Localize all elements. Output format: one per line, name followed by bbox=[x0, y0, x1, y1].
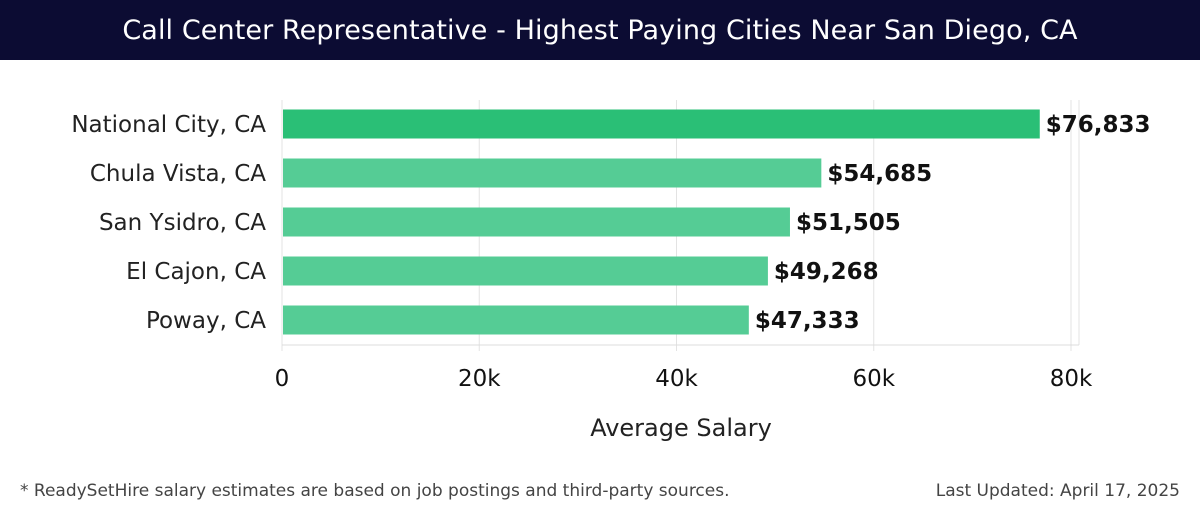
x-tick-label-3: 60k bbox=[852, 366, 895, 392]
chart-title: Call Center Representative - Highest Pay… bbox=[122, 14, 1078, 46]
bars bbox=[283, 109, 1040, 335]
category-label-1: Chula Vista, CA bbox=[90, 161, 266, 187]
salary-bar-chart: National City, CA Chula Vista, CA San Ysid… bbox=[71, 100, 1151, 442]
chart-area: National City, CA Chula Vista, CA San Ysid… bbox=[0, 60, 1200, 460]
footer-note: * ReadySetHire salary estimates are base… bbox=[20, 481, 730, 501]
bar-2[interactable] bbox=[283, 207, 790, 237]
bar-1[interactable] bbox=[283, 158, 822, 188]
value-label-0: $76,833 bbox=[1046, 112, 1151, 138]
value-label-4: $47,333 bbox=[755, 308, 860, 334]
value-label-2: $51,505 bbox=[796, 210, 901, 236]
value-label-1: $54,685 bbox=[827, 161, 932, 187]
value-labels: $76,833 $54,685 $51,505 $49,268 $47,333 bbox=[755, 112, 1151, 334]
bar-3[interactable] bbox=[283, 256, 768, 286]
grid-lines bbox=[281, 100, 1080, 351]
value-label-3: $49,268 bbox=[774, 259, 879, 285]
chart-header: Call Center Representative - Highest Pay… bbox=[0, 0, 1200, 60]
bar-0[interactable] bbox=[283, 109, 1040, 139]
category-label-0: National City, CA bbox=[71, 112, 266, 138]
category-label-2: San Ysidro, CA bbox=[99, 210, 266, 236]
x-tick-label-0: 0 bbox=[275, 366, 290, 392]
category-labels: National City, CA Chula Vista, CA San Ysid… bbox=[71, 112, 266, 334]
category-label-3: El Cajon, CA bbox=[126, 259, 266, 285]
bar-4[interactable] bbox=[283, 305, 749, 335]
last-updated: Last Updated: April 17, 2025 bbox=[935, 481, 1180, 501]
x-tick-label-1: 20k bbox=[458, 366, 501, 392]
category-label-4: Poway, CA bbox=[146, 308, 266, 334]
x-axis-label: Average Salary bbox=[590, 414, 772, 442]
x-tick-labels: 0 20k 40k 60k 80k bbox=[275, 366, 1093, 392]
x-tick-label-4: 80k bbox=[1050, 366, 1093, 392]
x-tick-label-2: 40k bbox=[655, 366, 698, 392]
